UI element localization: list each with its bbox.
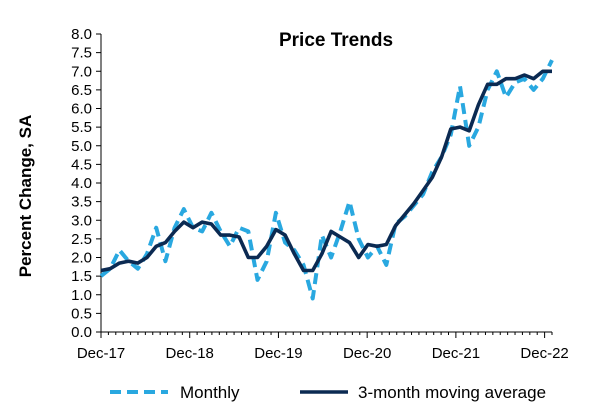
- y-tick-label: 2.0: [71, 250, 92, 267]
- y-tick-label: 6.5: [71, 82, 92, 99]
- series-line-moving-average: [100, 69, 552, 273]
- x-axis: Dec-17 Dec-18 Dec-19 Dec-20 Dec-21 Dec-22: [77, 332, 569, 362]
- x-tick-label: Dec-22: [520, 345, 568, 362]
- y-tick-label: 7.0: [71, 63, 92, 80]
- y-tick-label: 3.5: [71, 194, 92, 211]
- y-tick-label: 3.0: [71, 212, 92, 229]
- y-tick-label: 6.0: [71, 101, 92, 118]
- x-tick-label: Dec-21: [432, 345, 480, 362]
- y-tick-label: 7.5: [71, 45, 92, 62]
- y-tick-label: 8.0: [71, 26, 92, 43]
- series-layer: [99, 59, 554, 301]
- x-tick-label: Dec-19: [254, 345, 302, 362]
- x-tick-label: Dec-18: [166, 345, 214, 362]
- y-tick-label: 1.0: [71, 287, 92, 304]
- chart-title: Price Trends: [279, 30, 393, 51]
- y-tick-label: 4.0: [71, 175, 92, 192]
- legend: Monthly 3-month moving average: [110, 383, 546, 402]
- y-axis: 0.0 0.51.0 1.52.0 2.5 3.03.5 4.0 4.55.0 5.56.0 6…: [71, 26, 101, 341]
- legend-label: Monthly: [180, 383, 240, 402]
- y-tick-label: 5.0: [71, 138, 92, 155]
- y-tick-label: 1.5: [71, 268, 92, 285]
- y-tick-label: 4.5: [71, 156, 92, 173]
- y-tick-label: 5.5: [71, 119, 92, 136]
- y-tick-label: 0.0: [71, 324, 92, 341]
- x-tick-label: Dec-20: [343, 345, 391, 362]
- x-tick-label: Dec-17: [77, 345, 125, 362]
- y-tick-label: 0.5: [71, 305, 92, 322]
- legend-label: 3-month moving average: [358, 383, 546, 402]
- y-tick-label: 2.5: [71, 231, 92, 248]
- y-axis-title: Percent Change, SA: [16, 115, 35, 278]
